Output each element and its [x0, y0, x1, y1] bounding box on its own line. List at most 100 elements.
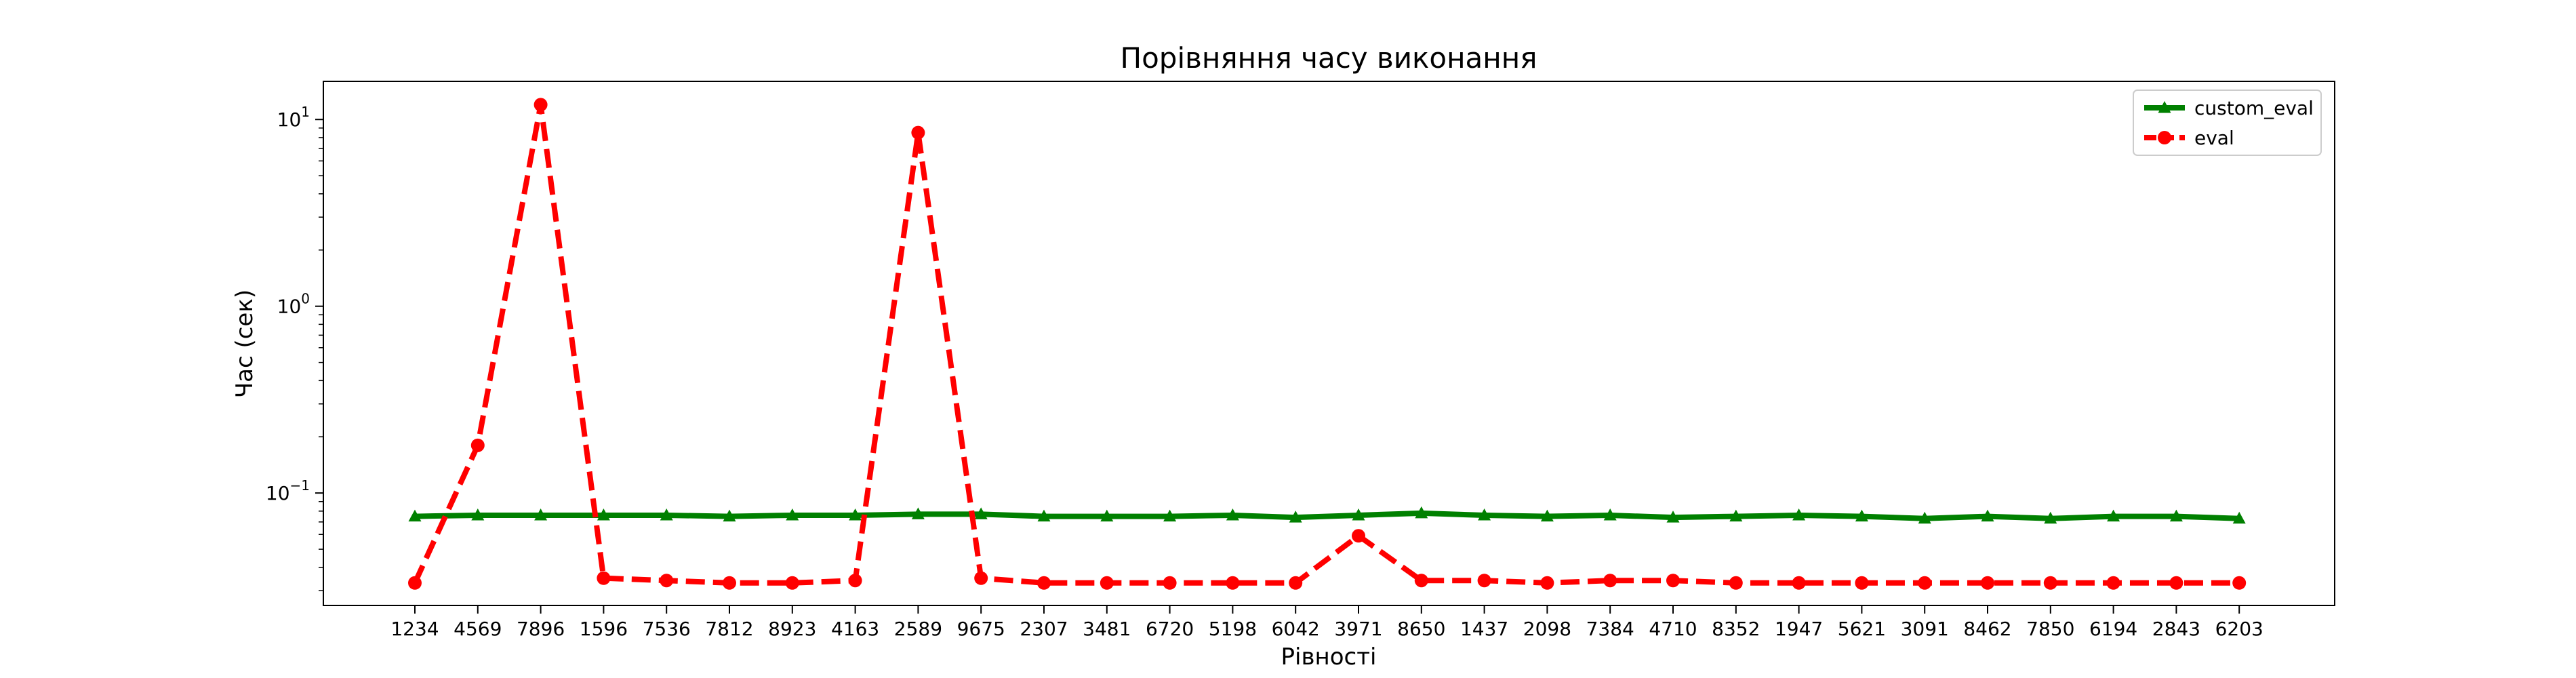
- series-marker-eval: [1666, 574, 1680, 588]
- x-tick-label: 1234: [390, 618, 439, 640]
- series-marker-eval: [1855, 576, 1869, 590]
- series-marker-custom_eval: [1918, 511, 1931, 524]
- x-tick-label: 6194: [2089, 618, 2137, 640]
- x-tick-label: 8923: [768, 618, 816, 640]
- series-marker-custom_eval: [534, 508, 548, 521]
- y-tick-label: 100: [277, 291, 310, 318]
- series-marker-eval: [974, 571, 988, 585]
- plot-layer: [408, 98, 2247, 590]
- y-axis-label: Час (сек): [231, 290, 258, 398]
- series-marker-eval: [1603, 574, 1617, 588]
- series-marker-eval: [1918, 576, 1932, 590]
- series-marker-eval: [1540, 576, 1554, 590]
- series-marker-custom_eval: [1037, 509, 1051, 522]
- x-tick-label: 5198: [1209, 618, 1257, 640]
- x-tick-label: 9675: [957, 618, 1005, 640]
- plot-frame: [323, 81, 2335, 606]
- x-tick-label: 2843: [2152, 618, 2200, 640]
- series-marker-eval: [1037, 576, 1051, 590]
- x-tick-label: 7896: [517, 618, 565, 640]
- series-marker-eval: [2043, 576, 2057, 590]
- series-marker-eval: [2169, 576, 2183, 590]
- series-marker-eval: [785, 576, 799, 590]
- series-marker-eval: [597, 571, 611, 585]
- series-marker-eval: [470, 438, 485, 452]
- series-marker-custom_eval: [1478, 508, 1491, 521]
- x-tick-label: 2589: [894, 618, 942, 640]
- series-marker-eval: [2106, 576, 2120, 590]
- series-marker-eval: [1352, 529, 1365, 543]
- series-marker-custom_eval: [1666, 511, 1680, 523]
- series-marker-custom_eval: [1981, 509, 1994, 522]
- x-tick-label: 7536: [643, 618, 691, 640]
- y-tick-label: 101: [277, 104, 310, 131]
- x-tick-label: 1437: [1460, 618, 1508, 640]
- series-marker-custom_eval: [974, 507, 988, 519]
- x-tick-label: 1596: [580, 618, 628, 640]
- chart-title: Порівняння часу виконання: [1121, 41, 1537, 75]
- series-marker-custom_eval: [1415, 506, 1428, 519]
- x-tick-label: 2098: [1523, 618, 1571, 640]
- series-marker-custom_eval: [911, 507, 925, 519]
- series-marker-eval: [723, 576, 736, 590]
- x-tick-label: 5621: [1838, 618, 1886, 640]
- series-marker-custom_eval: [2232, 511, 2246, 524]
- x-tick-label: 3481: [1083, 618, 1131, 640]
- series-marker-eval: [1981, 576, 1994, 590]
- x-tick-label: 7812: [705, 618, 753, 640]
- x-tick-label: 4163: [831, 618, 879, 640]
- legend-marker-custom_eval: [2158, 101, 2171, 113]
- series-marker-custom_eval: [1163, 509, 1177, 522]
- x-tick-label: 8352: [1712, 618, 1760, 640]
- series-marker-custom_eval: [786, 508, 799, 521]
- series-marker-custom_eval: [597, 508, 610, 521]
- series-marker-eval: [911, 125, 925, 140]
- x-tick-label: 4710: [1649, 618, 1697, 640]
- series-marker-custom_eval: [1352, 508, 1365, 521]
- legend-label-eval: eval: [2194, 127, 2234, 149]
- x-tick-label: 3091: [1901, 618, 1949, 640]
- series-marker-custom_eval: [1226, 508, 1239, 521]
- series-marker-eval: [1792, 576, 1806, 590]
- series-marker-eval: [408, 576, 422, 590]
- series-marker-custom_eval: [2107, 509, 2120, 522]
- series-marker-eval: [534, 98, 548, 112]
- series-marker-custom_eval: [408, 509, 422, 522]
- y-tick-label: 10−1: [266, 477, 310, 504]
- x-tick-label: 8650: [1397, 618, 1445, 640]
- series-marker-custom_eval: [1540, 509, 1554, 522]
- series-marker-eval: [1414, 574, 1428, 588]
- x-tick-label: 4569: [454, 618, 502, 640]
- series-marker-eval: [2232, 576, 2247, 590]
- series-marker-custom_eval: [1855, 509, 1868, 522]
- series-marker-custom_eval: [2169, 509, 2183, 522]
- x-tick-label: 6720: [1146, 618, 1194, 640]
- series-marker-eval: [848, 574, 862, 588]
- series-marker-custom_eval: [2044, 511, 2057, 524]
- x-tick-label: 2307: [1020, 618, 1068, 640]
- series-marker-custom_eval: [723, 509, 736, 522]
- series-marker-custom_eval: [660, 508, 673, 521]
- series-marker-eval: [1226, 576, 1240, 590]
- series-line-eval: [412, 102, 2240, 586]
- series-marker-eval: [1477, 574, 1491, 588]
- x-tick-label: 1947: [1775, 618, 1823, 640]
- legend-marker-eval: [2158, 131, 2171, 144]
- series-marker-eval: [1100, 576, 1114, 590]
- series-marker-custom_eval: [1729, 509, 1743, 522]
- series-marker-eval: [1163, 576, 1177, 590]
- x-tick-label: 8462: [1963, 618, 2011, 640]
- legend-label-custom_eval: custom_eval: [2194, 97, 2314, 119]
- x-tick-label: 7384: [1586, 618, 1634, 640]
- series-marker-custom_eval: [1603, 508, 1617, 521]
- x-tick-label: 6203: [2215, 618, 2263, 640]
- series-marker-custom_eval: [1792, 508, 1806, 521]
- x-tick-label: 7850: [2026, 618, 2074, 640]
- x-axis-label: Рівності: [1281, 643, 1377, 671]
- series-line-custom_eval: [414, 510, 2240, 521]
- series-marker-eval: [1289, 576, 1303, 590]
- series-marker-eval: [1729, 576, 1743, 590]
- series-marker-custom_eval: [471, 508, 485, 521]
